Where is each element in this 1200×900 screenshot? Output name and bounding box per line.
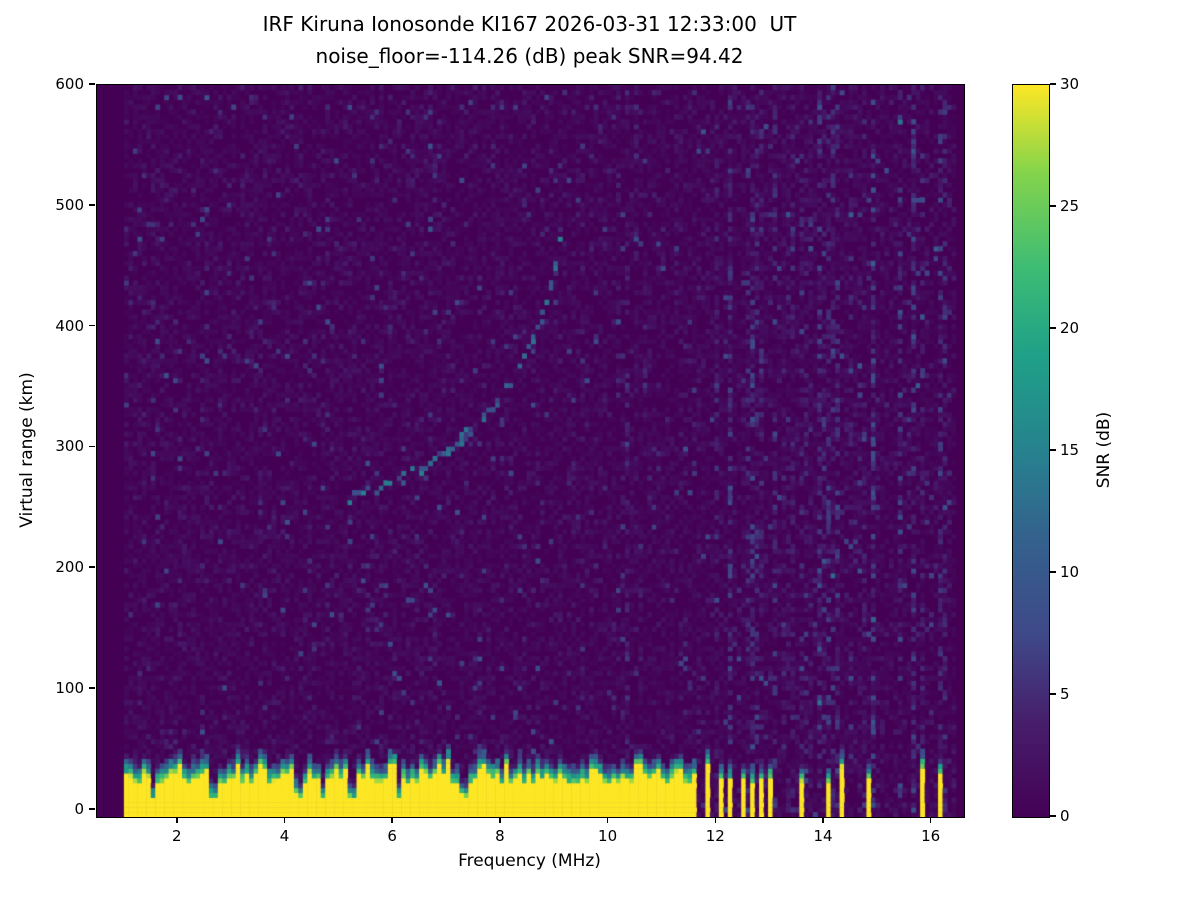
x-tick-label: 4 bbox=[279, 827, 290, 845]
colorbar-tick-label: 25 bbox=[1060, 197, 1080, 215]
colorbar-tick-label: 10 bbox=[1060, 563, 1080, 581]
y-tick-label: 500 bbox=[55, 195, 84, 214]
x-tick-label: 14 bbox=[813, 827, 833, 845]
colorbar-tick bbox=[1050, 693, 1056, 695]
y-tick-label: 300 bbox=[55, 437, 84, 456]
chart-subtitle: noise_floor=-114.26 (dB) peak SNR=94.42 bbox=[315, 44, 744, 68]
x-tick bbox=[283, 817, 286, 823]
colorbar-tick-label: 30 bbox=[1060, 75, 1080, 93]
x-tick-label: 2 bbox=[171, 827, 182, 845]
colorbar-tick bbox=[1050, 815, 1056, 817]
x-tick bbox=[714, 817, 717, 823]
colorbar-tick-label: 15 bbox=[1060, 441, 1080, 459]
x-tick-label: 6 bbox=[387, 827, 397, 845]
x-tick bbox=[499, 817, 501, 823]
colorbar-tick-label: 20 bbox=[1060, 319, 1080, 337]
y-tick bbox=[89, 687, 95, 689]
y-tick bbox=[89, 204, 95, 206]
x-tick bbox=[822, 817, 824, 823]
colorbar-tick-label: 0 bbox=[1060, 807, 1070, 825]
ionogram-heatmap bbox=[97, 85, 964, 817]
colorbar-gradient bbox=[1012, 84, 1050, 818]
colorbar-tick bbox=[1050, 205, 1056, 207]
plot-area bbox=[96, 84, 965, 818]
x-tick-label: 8 bbox=[495, 827, 505, 845]
y-tick bbox=[89, 445, 95, 448]
chart-title: IRF Kiruna Ionosonde KI167 2026-03-31 12… bbox=[262, 12, 797, 36]
colorbar-tick bbox=[1050, 449, 1056, 451]
colorbar-tick-label: 5 bbox=[1060, 685, 1070, 703]
colorbar-tick bbox=[1050, 327, 1056, 329]
x-tick bbox=[391, 817, 393, 823]
x-axis-label: Frequency (MHz) bbox=[458, 851, 601, 871]
y-tick-label: 100 bbox=[55, 678, 84, 697]
y-tick-label: 600 bbox=[55, 75, 84, 93]
x-tick bbox=[929, 817, 932, 823]
y-tick-label: 400 bbox=[55, 316, 84, 335]
colorbar-tick bbox=[1050, 83, 1056, 85]
x-tick-label: 10 bbox=[598, 827, 618, 845]
y-tick bbox=[89, 566, 95, 568]
colorbar-tick bbox=[1050, 571, 1056, 573]
x-tick-label: 16 bbox=[921, 827, 941, 845]
x-tick-label: 12 bbox=[705, 827, 725, 845]
y-tick bbox=[89, 83, 95, 85]
x-tick bbox=[606, 817, 609, 823]
y-tick bbox=[89, 324, 95, 327]
y-tick-label: 0 bbox=[74, 799, 84, 818]
y-tick bbox=[89, 808, 95, 810]
x-tick bbox=[176, 817, 178, 823]
y-tick-label: 200 bbox=[55, 558, 84, 577]
